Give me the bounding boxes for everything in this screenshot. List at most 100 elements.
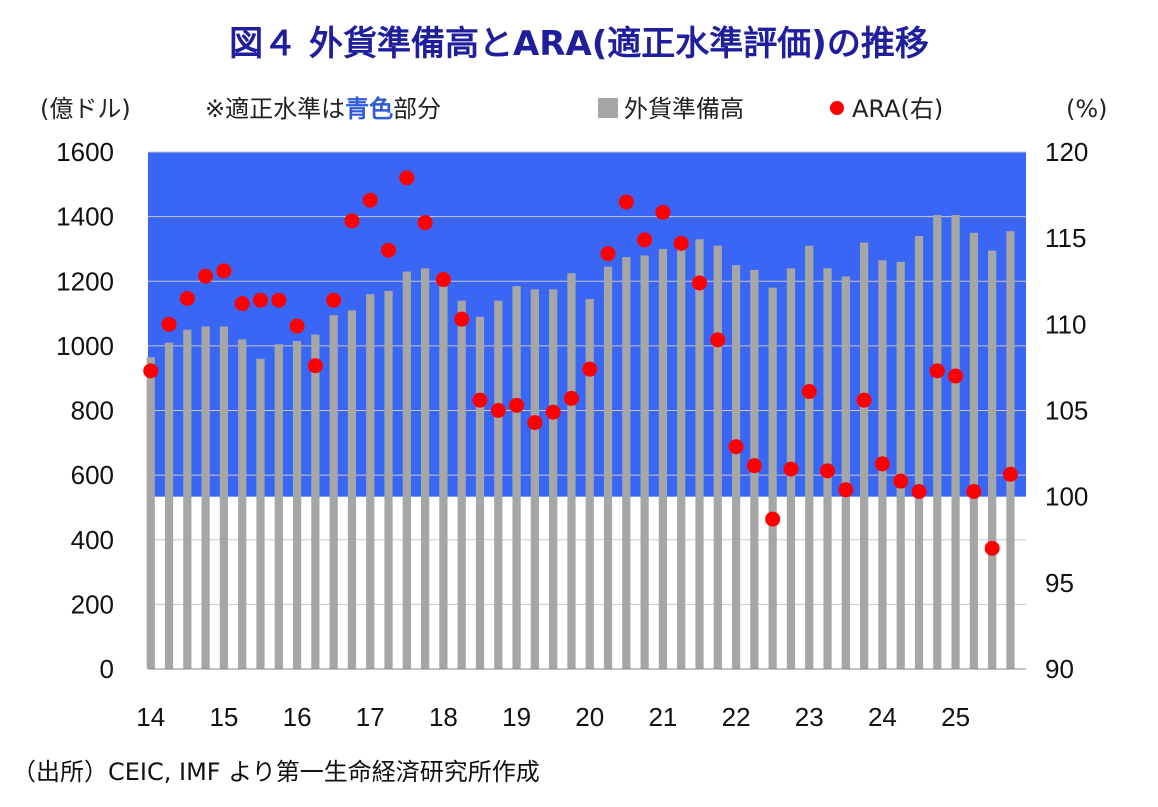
ara-dot <box>344 213 360 229</box>
reserve-bar <box>951 215 960 669</box>
ara-dot <box>929 363 945 379</box>
ara-dot <box>527 415 543 431</box>
x-tick-label: 17 <box>356 702 385 732</box>
reserve-bar <box>1006 231 1015 669</box>
x-tick-label: 21 <box>648 702 677 732</box>
left-tick-label: 1200 <box>56 266 114 296</box>
reserve-bar <box>238 339 247 669</box>
legend-bar-swatch <box>598 98 618 118</box>
left-tick-label: 600 <box>71 460 114 490</box>
reserve-bar <box>713 245 722 670</box>
right-tick-label: 105 <box>1045 396 1088 426</box>
reserve-bar <box>969 232 978 669</box>
reserve-bar <box>274 344 283 669</box>
ara-dot <box>198 268 214 284</box>
ara-dot <box>655 204 671 220</box>
reserve-bar <box>183 329 192 669</box>
x-tick-label: 24 <box>868 702 897 732</box>
reserve-bar <box>402 271 411 669</box>
right-tick-label: 90 <box>1045 654 1074 684</box>
ara-dot <box>1002 466 1018 482</box>
ara-dot <box>399 170 415 186</box>
x-tick-label: 25 <box>941 702 970 732</box>
right-tick-label: 100 <box>1045 482 1088 512</box>
ara-dot <box>362 192 378 208</box>
adequate-level-note: ※適正水準は青色部分 <box>205 95 441 123</box>
reserve-bar <box>475 316 485 669</box>
left-tick-label: 800 <box>71 396 114 426</box>
reserve-bar <box>292 341 302 669</box>
ara-dot <box>563 390 579 406</box>
reserve-bar <box>567 273 576 669</box>
ara-dot <box>545 404 561 420</box>
reserve-bar <box>695 239 704 669</box>
reserve-bar <box>896 261 905 669</box>
ara-dot <box>509 397 525 413</box>
ara-dot <box>673 235 689 251</box>
reserve-bar <box>988 250 997 669</box>
ara-dot <box>874 456 890 472</box>
left-tick-label: 0 <box>100 654 114 684</box>
reserve-bar <box>439 279 448 669</box>
reserve-bar <box>219 326 229 669</box>
reserve-bar <box>768 287 777 669</box>
ara-dot <box>179 290 195 306</box>
reserve-bar <box>805 245 814 670</box>
source-note: （出所）CEIC, IMF より第一生命経済研究所作成 <box>12 758 540 786</box>
reserve-bar <box>603 266 613 669</box>
ara-dot <box>252 292 268 308</box>
chart-title: 図４ 外貨準備高とARA(適正水準評価)の推移 <box>229 24 929 64</box>
reserve-bar <box>494 300 503 669</box>
right-axis-ticks: 90 95 100 105 110 115 120 <box>1045 137 1088 684</box>
ara-dot <box>271 292 287 308</box>
ara-dot <box>637 232 653 248</box>
ara-dot <box>234 296 250 312</box>
ara-dot <box>966 483 982 499</box>
x-tick-label: 16 <box>283 702 312 732</box>
left-tick-label: 400 <box>71 525 114 555</box>
ara-dot <box>326 292 342 308</box>
reserve-bar <box>933 215 942 669</box>
ara-dot <box>618 194 634 210</box>
ara-dot <box>783 461 799 477</box>
ara-dot <box>820 463 836 479</box>
x-tick-label: 15 <box>209 702 238 732</box>
x-tick-label: 14 <box>136 702 165 732</box>
left-axis-ticks: 0 200 400 600 800 1000 1200 1400 1600 <box>56 137 114 684</box>
ara-dot <box>490 403 506 418</box>
reserve-bar <box>731 265 741 669</box>
ara-dot <box>710 332 726 348</box>
ara-dot <box>417 215 433 231</box>
ara-dot <box>381 242 397 258</box>
ara-dot <box>893 473 909 489</box>
reserve-bar <box>384 290 393 669</box>
left-tick-label: 1400 <box>56 202 114 232</box>
ara-dot <box>838 482 854 498</box>
reserve-bar <box>329 315 338 669</box>
ara-dot <box>289 318 305 334</box>
ara-dot <box>472 392 488 408</box>
reserve-bar <box>311 334 320 669</box>
ara-dot <box>143 363 159 379</box>
ara-dot <box>948 368 964 384</box>
reserve-bar <box>658 248 668 669</box>
ara-dot <box>856 392 872 408</box>
reserve-bar <box>457 300 466 669</box>
right-tick-label: 120 <box>1045 137 1088 167</box>
reserve-bar <box>256 358 265 669</box>
left-tick-label: 1600 <box>56 137 114 167</box>
ara-dot <box>582 361 598 377</box>
reserve-bar <box>585 299 594 669</box>
reserve-bar <box>421 268 430 669</box>
legend-dot-swatch <box>830 101 844 115</box>
left-tick-label: 200 <box>71 589 114 619</box>
ara-dot <box>454 311 470 327</box>
note-suffix: 部分 <box>393 95 441 123</box>
legend-dot-label: ARA(右) <box>852 95 943 123</box>
ara-dot <box>691 275 707 291</box>
x-tick-label: 20 <box>575 702 604 732</box>
ara-dot <box>161 316 177 332</box>
right-tick-label: 95 <box>1045 568 1074 598</box>
right-tick-label: 110 <box>1045 309 1086 339</box>
note-prefix: ※適正水準は <box>205 95 345 123</box>
